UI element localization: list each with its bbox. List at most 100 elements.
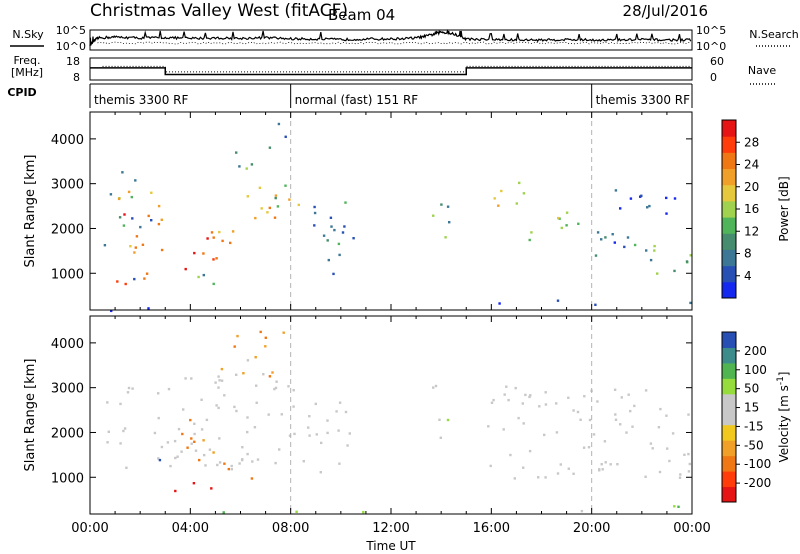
range-gate-point — [116, 280, 119, 283]
range-gate-point — [264, 345, 267, 348]
velocity-panel: 1000 2000 3000 4000 Slant Range [km] — [23, 315, 693, 515]
range-gate-point — [513, 477, 516, 480]
colorbar-label-end: ] — [777, 372, 791, 377]
range-gate-point — [157, 392, 160, 395]
range-gate-point — [288, 198, 291, 201]
range-gate-point — [685, 260, 689, 263]
range-gate-point — [176, 455, 179, 458]
range-gate-point — [124, 282, 127, 286]
range-gate-point — [592, 433, 596, 436]
range-gate-point — [202, 273, 205, 277]
range-gate-point — [109, 193, 113, 196]
range-gate-point — [123, 213, 126, 216]
colorbar-tick-label: 15 — [744, 401, 759, 415]
range-gate-point — [215, 257, 218, 260]
ytick-label: 3000 — [51, 382, 84, 397]
range-gate-point — [197, 275, 200, 279]
range-gate-point — [308, 434, 311, 437]
range-gate-point — [230, 464, 233, 468]
colorbar-tick-label: -200 — [744, 476, 771, 490]
range-gate-point — [186, 446, 189, 449]
range-gate-point — [271, 371, 274, 374]
range-gate-point — [173, 439, 177, 443]
range-gate-point — [487, 425, 490, 428]
range-gate-point — [227, 467, 230, 471]
colorbar-cell — [722, 440, 736, 457]
range-gate-point — [194, 449, 198, 452]
range-gate-point — [502, 428, 505, 431]
range-gate-point — [315, 433, 318, 436]
range-gate-point — [231, 230, 235, 233]
range-gate-point — [611, 233, 614, 236]
freq-label-1: Freq. — [13, 54, 40, 67]
range-gate-point — [560, 226, 563, 230]
range-gate-point — [609, 463, 612, 466]
range-gate-point — [210, 231, 214, 234]
range-gate-point — [278, 448, 281, 451]
range-gate-point — [158, 458, 162, 462]
range-gate-point — [268, 206, 271, 210]
range-gate-point — [174, 456, 177, 460]
range-gate-point — [200, 398, 203, 401]
range-gate-point — [259, 330, 262, 334]
range-gate-point — [129, 245, 132, 248]
range-gate-point — [614, 189, 618, 192]
ytick-label: 1000 — [51, 267, 84, 282]
range-gate-point — [543, 433, 546, 437]
panel-background — [90, 112, 692, 310]
range-gate-point — [202, 439, 205, 442]
range-gate-point — [238, 165, 241, 168]
range-gate-point — [203, 453, 206, 457]
range-gate-point — [620, 396, 623, 399]
range-gate-point — [240, 458, 244, 462]
range-gate-point — [292, 405, 295, 408]
range-gate-point — [507, 398, 510, 402]
range-gate-point — [254, 216, 257, 220]
colorbar-cell — [722, 471, 736, 488]
range-gate-point — [180, 450, 183, 453]
range-gate-point — [432, 214, 435, 217]
range-gate-point — [106, 401, 109, 404]
range-gate-point — [266, 211, 269, 214]
range-gate-point — [326, 419, 329, 422]
range-gate-point — [167, 387, 171, 391]
range-gate-point — [326, 239, 329, 242]
range-gate-point — [337, 429, 340, 432]
range-gate-point — [613, 241, 616, 244]
range-gate-point — [341, 231, 345, 234]
frequency-panel: 18 8 60 0 — [66, 55, 724, 84]
range-gate-point — [217, 406, 220, 410]
xtick-label: 20:00 — [573, 521, 610, 536]
range-gate-point — [268, 146, 272, 149]
range-gate-point — [528, 238, 531, 242]
range-gate-point — [497, 204, 500, 207]
cpid-segment-label: themis 3300 RF — [94, 93, 188, 107]
range-gate-point — [348, 432, 351, 435]
range-gate-point — [193, 440, 196, 443]
range-gate-point — [245, 167, 248, 170]
range-gate-point — [665, 212, 668, 215]
range-gate-point — [280, 413, 283, 416]
range-gate-point — [160, 248, 164, 252]
colorbar-cell — [722, 332, 736, 348]
range-gate-point — [648, 204, 651, 208]
range-gate-point — [212, 282, 215, 286]
nsky-label: N.Sky — [12, 28, 44, 41]
range-gate-point — [297, 203, 300, 207]
range-gate-point — [251, 460, 254, 463]
range-gate-point — [274, 196, 277, 200]
range-gate-point — [166, 441, 170, 444]
colorbar-cell — [722, 424, 736, 441]
range-gate-point — [572, 472, 575, 475]
range-gate-point — [649, 442, 653, 445]
freq-label-2: [MHz] — [11, 66, 43, 79]
range-gate-point — [246, 430, 249, 434]
range-gate-point — [295, 510, 298, 513]
colorbar-cell — [722, 378, 736, 395]
range-gate-point — [125, 466, 128, 469]
range-gate-point — [604, 236, 607, 239]
range-gate-point — [233, 405, 236, 409]
ylabel: Slant Range [km] — [23, 359, 38, 472]
colorbar-tick-label: 8 — [744, 247, 752, 261]
range-gate-point — [646, 206, 649, 209]
